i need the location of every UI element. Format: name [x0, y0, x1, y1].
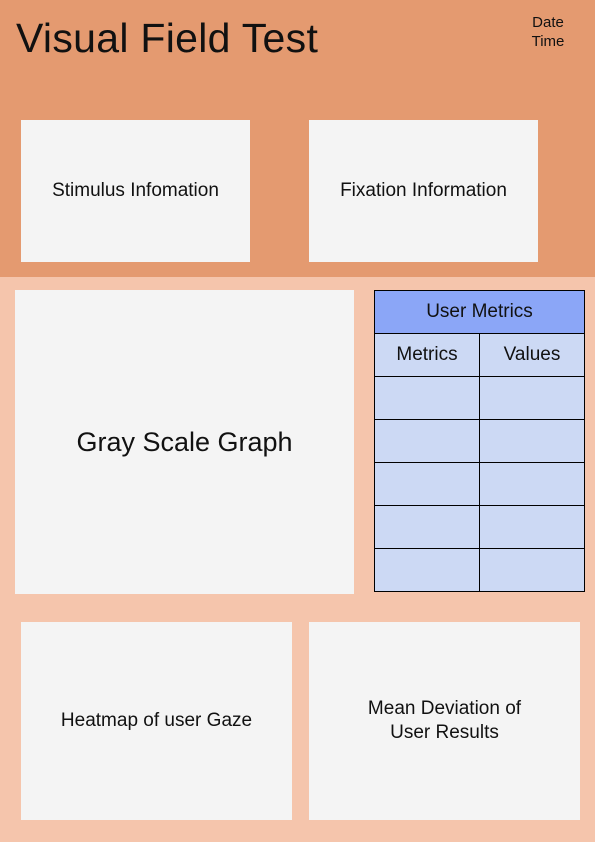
value-cell [479, 462, 585, 506]
user-metrics-table: User Metrics Metrics Values [374, 290, 585, 592]
user-metrics-column-row: Metrics Values [374, 333, 585, 377]
stimulus-information-panel: Stimulus Infomation [21, 120, 250, 262]
gray-scale-graph-label: Gray Scale Graph [76, 427, 293, 457]
mean-deviation-label-line2: User Results [390, 722, 499, 743]
user-metrics-title: User Metrics [374, 290, 585, 334]
metrics-column-header: Metrics [374, 333, 480, 377]
user-metrics-title-row: User Metrics [374, 290, 585, 334]
table-row [374, 548, 585, 592]
values-column-header: Values [479, 333, 585, 377]
value-cell [479, 548, 585, 592]
page-title: Visual Field Test [16, 15, 319, 61]
mean-deviation-label: Mean Deviation of User Results [368, 697, 521, 745]
table-row [374, 376, 585, 420]
value-cell [479, 419, 585, 463]
date-time-block: Date Time [520, 13, 576, 51]
gray-scale-graph-panel: Gray Scale Graph [15, 290, 354, 594]
heatmap-panel: Heatmap of user Gaze [21, 622, 292, 820]
stimulus-information-label: Stimulus Infomation [52, 180, 219, 201]
metric-cell [374, 462, 480, 506]
value-cell [479, 505, 585, 549]
fixation-information-panel: Fixation Information [309, 120, 538, 262]
value-cell [479, 376, 585, 420]
metric-cell [374, 548, 480, 592]
time-label: Time [531, 33, 565, 50]
table-row [374, 505, 585, 549]
metric-cell [374, 505, 480, 549]
mean-deviation-panel: Mean Deviation of User Results [309, 622, 580, 820]
table-row [374, 462, 585, 506]
metric-cell [374, 419, 480, 463]
heatmap-label: Heatmap of user Gaze [60, 710, 253, 731]
table-row [374, 419, 585, 463]
fixation-information-label: Fixation Information [340, 180, 507, 201]
date-label: Date [532, 14, 564, 31]
mean-deviation-label-line1: Mean Deviation of [367, 698, 522, 719]
metric-cell [374, 376, 480, 420]
